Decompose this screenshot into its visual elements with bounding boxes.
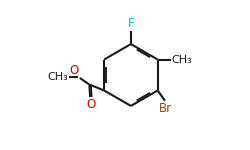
Text: CH₃: CH₃ xyxy=(48,72,68,82)
Text: Br: Br xyxy=(158,102,172,114)
Text: F: F xyxy=(128,17,134,30)
Text: O: O xyxy=(70,64,79,77)
Text: CH₃: CH₃ xyxy=(172,55,192,64)
Text: O: O xyxy=(86,98,96,111)
